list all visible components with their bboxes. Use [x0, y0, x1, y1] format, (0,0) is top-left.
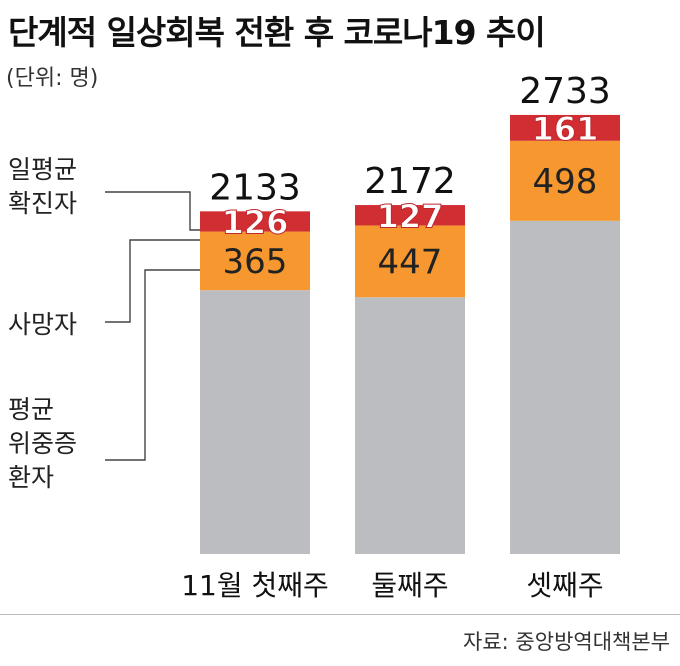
bar-segment-2-cat-1 — [200, 231, 310, 291]
chart-title: 단계적 일상회복 전환 후 코로나19 추이 — [8, 13, 546, 52]
bar-segment-1-cat-2 — [355, 297, 465, 554]
legend-label-2: 사망자 — [8, 310, 77, 339]
unit-label: (단위: 명) — [6, 66, 99, 91]
leader-line-confirmed — [105, 191, 200, 231]
data-label-series-2-cat-3: 498 — [533, 162, 598, 202]
footer-divider — [0, 614, 680, 615]
data-label-series-2-cat-2: 447 — [378, 242, 443, 282]
bar-segment-3-cat-1 — [200, 211, 310, 232]
bar-segment-2-cat-3 — [510, 140, 620, 221]
legend-label-1: 일평균 확진자 — [8, 155, 77, 218]
category-label-3: 셋째주 — [526, 569, 603, 602]
category-label-1: 11월 첫째주 — [181, 569, 329, 602]
data-label-series-3-cat-2: 127 — [377, 197, 444, 235]
data-label-series-3-cat-1: 126 — [222, 203, 289, 241]
total-label-cat-1: 2133 — [209, 167, 301, 208]
data-label-series-3-cat-3: 161 — [532, 110, 599, 148]
bar-segment-3-cat-3 — [510, 114, 620, 141]
leader-line-critical — [105, 269, 200, 461]
bar-segment-1-cat-1 — [200, 290, 310, 554]
data-label-series-2-cat-1: 365 — [223, 242, 288, 282]
category-label-2: 둘째주 — [371, 569, 448, 602]
source-note: 자료: 중앙방역대책본부 — [463, 630, 670, 654]
bar-segment-1-cat-3 — [510, 220, 620, 555]
legend-label-3: 평균 위중증 환자 — [8, 395, 77, 492]
total-label-cat-2: 2172 — [364, 161, 456, 202]
total-label-cat-3: 2733 — [519, 71, 611, 112]
bar-segment-2-cat-2 — [355, 225, 465, 298]
leader-line-deaths — [105, 239, 200, 323]
bar-segment-3-cat-2 — [355, 205, 465, 226]
